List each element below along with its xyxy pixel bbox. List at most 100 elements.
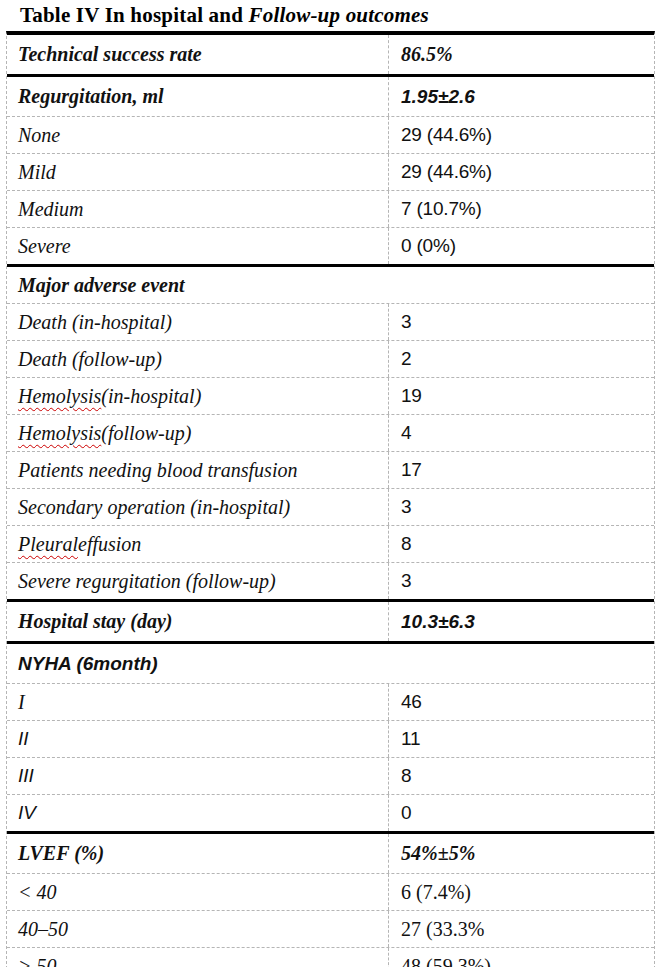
row-label: Technical success rate: [18, 43, 202, 66]
row-value: 27 (33.3%: [401, 918, 484, 941]
row-value: 29 (44.6%): [401, 124, 492, 146]
section-header-major-adverse-event: Major adverse event: [7, 267, 654, 304]
table-title-italic: Follow-up outcomes: [249, 3, 429, 27]
row-value: 7 (10.7%): [401, 198, 482, 220]
misspelled-word: Pleural: [18, 533, 78, 556]
row-value-cell: 7 (10.7%): [389, 191, 654, 227]
row-label: Patients needing blood transfusion: [18, 459, 297, 482]
row-value-cell: 8: [389, 758, 654, 794]
row-label-cell: Death (follow-up): [7, 341, 389, 377]
row-value-cell: 8: [389, 526, 654, 562]
row-value-cell: 0 (0%): [389, 228, 654, 264]
section-header-cell: NYHA (6month): [7, 644, 654, 683]
row-value-cell: 29 (44.6%): [389, 117, 654, 153]
row-value-cell: 11: [389, 721, 654, 757]
row-value-cell: 3: [389, 489, 654, 525]
row-value: 3: [401, 311, 411, 333]
table-row-lvef: LVEF (%) 54%±5%: [7, 834, 654, 874]
row-label: effusion: [78, 533, 141, 556]
row-label-cell: Severe regurgitation (follow-up): [7, 563, 389, 599]
row-value-cell: 48 (59.3%): [389, 948, 654, 967]
section-header-cell: Major adverse event: [7, 267, 654, 303]
row-label-cell: < 40: [7, 874, 389, 910]
row-label: > 50: [18, 955, 57, 967]
row-label-cell: Pleural effusion: [7, 526, 389, 562]
row-label-cell: LVEF (%): [7, 834, 389, 873]
section-header-nyha: NYHA (6month): [7, 644, 654, 684]
row-value-cell: 4: [389, 415, 654, 451]
row-label-cell: Medium: [7, 191, 389, 227]
document-page: Table IV In hospital and Follow-up outco…: [0, 0, 661, 967]
row-value: 3: [401, 496, 411, 518]
row-label: Mild: [18, 161, 56, 184]
row-label: III: [18, 765, 34, 787]
row-label: IV: [18, 802, 36, 824]
row-value: 4: [401, 422, 411, 444]
table-row-regurgitation: Regurgitation, ml 1.95±2.6: [7, 77, 654, 117]
row-value-cell: 17: [389, 452, 654, 488]
row-value: 0 (0%): [401, 235, 456, 257]
row-value: 19: [401, 385, 422, 407]
table-row-nyha-i: I 46: [7, 684, 654, 721]
row-label: None: [18, 124, 60, 147]
row-label-cell: 40–50: [7, 911, 389, 947]
row-label: < 40: [18, 881, 57, 904]
row-label: LVEF (%): [18, 842, 104, 865]
row-value-cell: 86.5%: [389, 35, 654, 74]
table-row-pleural-effusion: Pleural effusion 8: [7, 526, 654, 563]
section-header-label: NYHA (6month): [18, 653, 158, 675]
row-value: 29 (44.6%): [401, 161, 492, 183]
row-value-cell: 6 (7.4%): [389, 874, 654, 910]
table-row-mild: Mild 29 (44.6%): [7, 154, 654, 191]
table-title-plain: Table IV In hospital and: [20, 3, 249, 27]
row-label: (in-hospital): [101, 385, 201, 408]
row-label-cell: Severe: [7, 228, 389, 264]
section-header-label: Major adverse event: [18, 274, 185, 297]
row-label-cell: Regurgitation, ml: [7, 77, 389, 116]
row-value-cell: 27 (33.3%: [389, 911, 654, 947]
table-row-technical-success-rate: Technical success rate 86.5%: [7, 35, 654, 77]
row-value: 3: [401, 570, 411, 592]
table-row-hemolysis-follow-up: Hemolysis (follow-up) 4: [7, 415, 654, 452]
row-value: 11: [401, 728, 420, 750]
table-row-secondary-operation: Secondary operation (in-hospital) 3: [7, 489, 654, 526]
row-value-cell: 2: [389, 341, 654, 377]
row-value: 86.5%: [401, 43, 453, 66]
row-label: Death (follow-up): [18, 348, 162, 371]
row-value: 10.3±6.3: [401, 611, 475, 633]
table-row-blood-transfusion: Patients needing blood transfusion 17: [7, 452, 654, 489]
row-label-cell: > 50: [7, 948, 389, 967]
row-value-cell: 0: [389, 795, 654, 831]
table-row-nyha-iv: IV 0: [7, 795, 654, 834]
table-row-nyha-iii: III 8: [7, 758, 654, 795]
row-value: 48 (59.3%): [401, 955, 491, 967]
table-title: Table IV In hospital and Follow-up outco…: [0, 0, 661, 31]
misspelled-word: Hemolysis: [18, 422, 101, 445]
misspelled-word: Hemolysis: [18, 385, 101, 408]
row-label: Secondary operation (in-hospital): [18, 496, 290, 519]
row-label-cell: None: [7, 117, 389, 153]
row-value-cell: 3: [389, 563, 654, 599]
row-label-cell: Hemolysis (in-hospital): [7, 378, 389, 414]
row-label-cell: I: [7, 684, 389, 720]
row-label-cell: Technical success rate: [7, 35, 389, 74]
table-row-lvef-gt50: > 50 48 (59.3%): [7, 948, 654, 967]
row-value-cell: 3: [389, 304, 654, 340]
row-label: I: [18, 691, 25, 714]
table-row-hospital-stay: Hospital stay (day) 10.3±6.3: [7, 602, 654, 644]
row-label-cell: Mild: [7, 154, 389, 190]
row-label: Death (in-hospital): [18, 311, 172, 334]
row-value: 54%±5%: [401, 842, 475, 865]
row-label-cell: IV: [7, 795, 389, 831]
row-label-cell: Secondary operation (in-hospital): [7, 489, 389, 525]
table-row-lvef-40-50: 40–50 27 (33.3%: [7, 911, 654, 948]
row-label: Severe regurgitation (follow-up): [18, 570, 276, 593]
table-row-medium: Medium 7 (10.7%): [7, 191, 654, 228]
outcomes-table: Technical success rate 86.5% Regurgitati…: [6, 31, 655, 967]
row-value-cell: 1.95±2.6: [389, 77, 654, 116]
table-row-nyha-ii: II 11: [7, 721, 654, 758]
row-label-cell: Hemolysis (follow-up): [7, 415, 389, 451]
row-value-cell: 29 (44.6%): [389, 154, 654, 190]
table-row-lvef-lt40: < 40 6 (7.4%): [7, 874, 654, 911]
row-label: II: [18, 728, 29, 750]
